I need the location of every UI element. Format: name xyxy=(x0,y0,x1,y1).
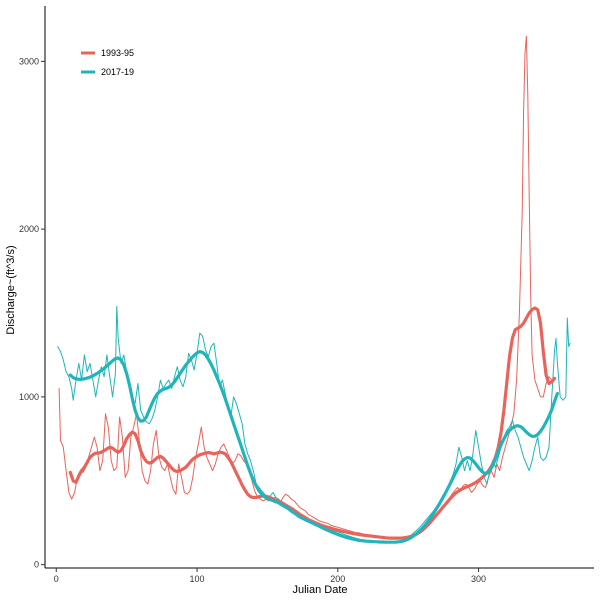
y-axis-title: Discharge~(ft^3/s) xyxy=(5,245,17,334)
x-tick-label: 100 xyxy=(190,574,205,584)
legend-label-1993-95: 1993-95 xyxy=(101,48,134,58)
series-1993-95-raw-line xyxy=(58,35,553,539)
x-axis-ticks: 0 100 200 300 xyxy=(54,568,486,584)
series-1993-95-smooth-line xyxy=(68,306,557,540)
x-tick-label: 0 xyxy=(54,574,59,584)
y-tick-label: 3000 xyxy=(19,56,39,66)
series-2017-19-smooth-line xyxy=(68,350,559,544)
plot-lines xyxy=(57,35,571,544)
y-tick-label: 0 xyxy=(34,560,39,570)
y-axis-ticks: 0 1000 2000 3000 xyxy=(19,56,45,570)
x-tick-label: 200 xyxy=(330,574,345,584)
legend-label-2017-19: 2017-19 xyxy=(101,67,134,77)
legend: 1993-95 2017-19 xyxy=(81,48,134,77)
y-tick-label: 1000 xyxy=(19,392,39,402)
x-tick-label: 300 xyxy=(471,574,486,584)
y-tick-label: 2000 xyxy=(19,224,39,234)
x-axis-title: Julian Date xyxy=(292,584,347,596)
